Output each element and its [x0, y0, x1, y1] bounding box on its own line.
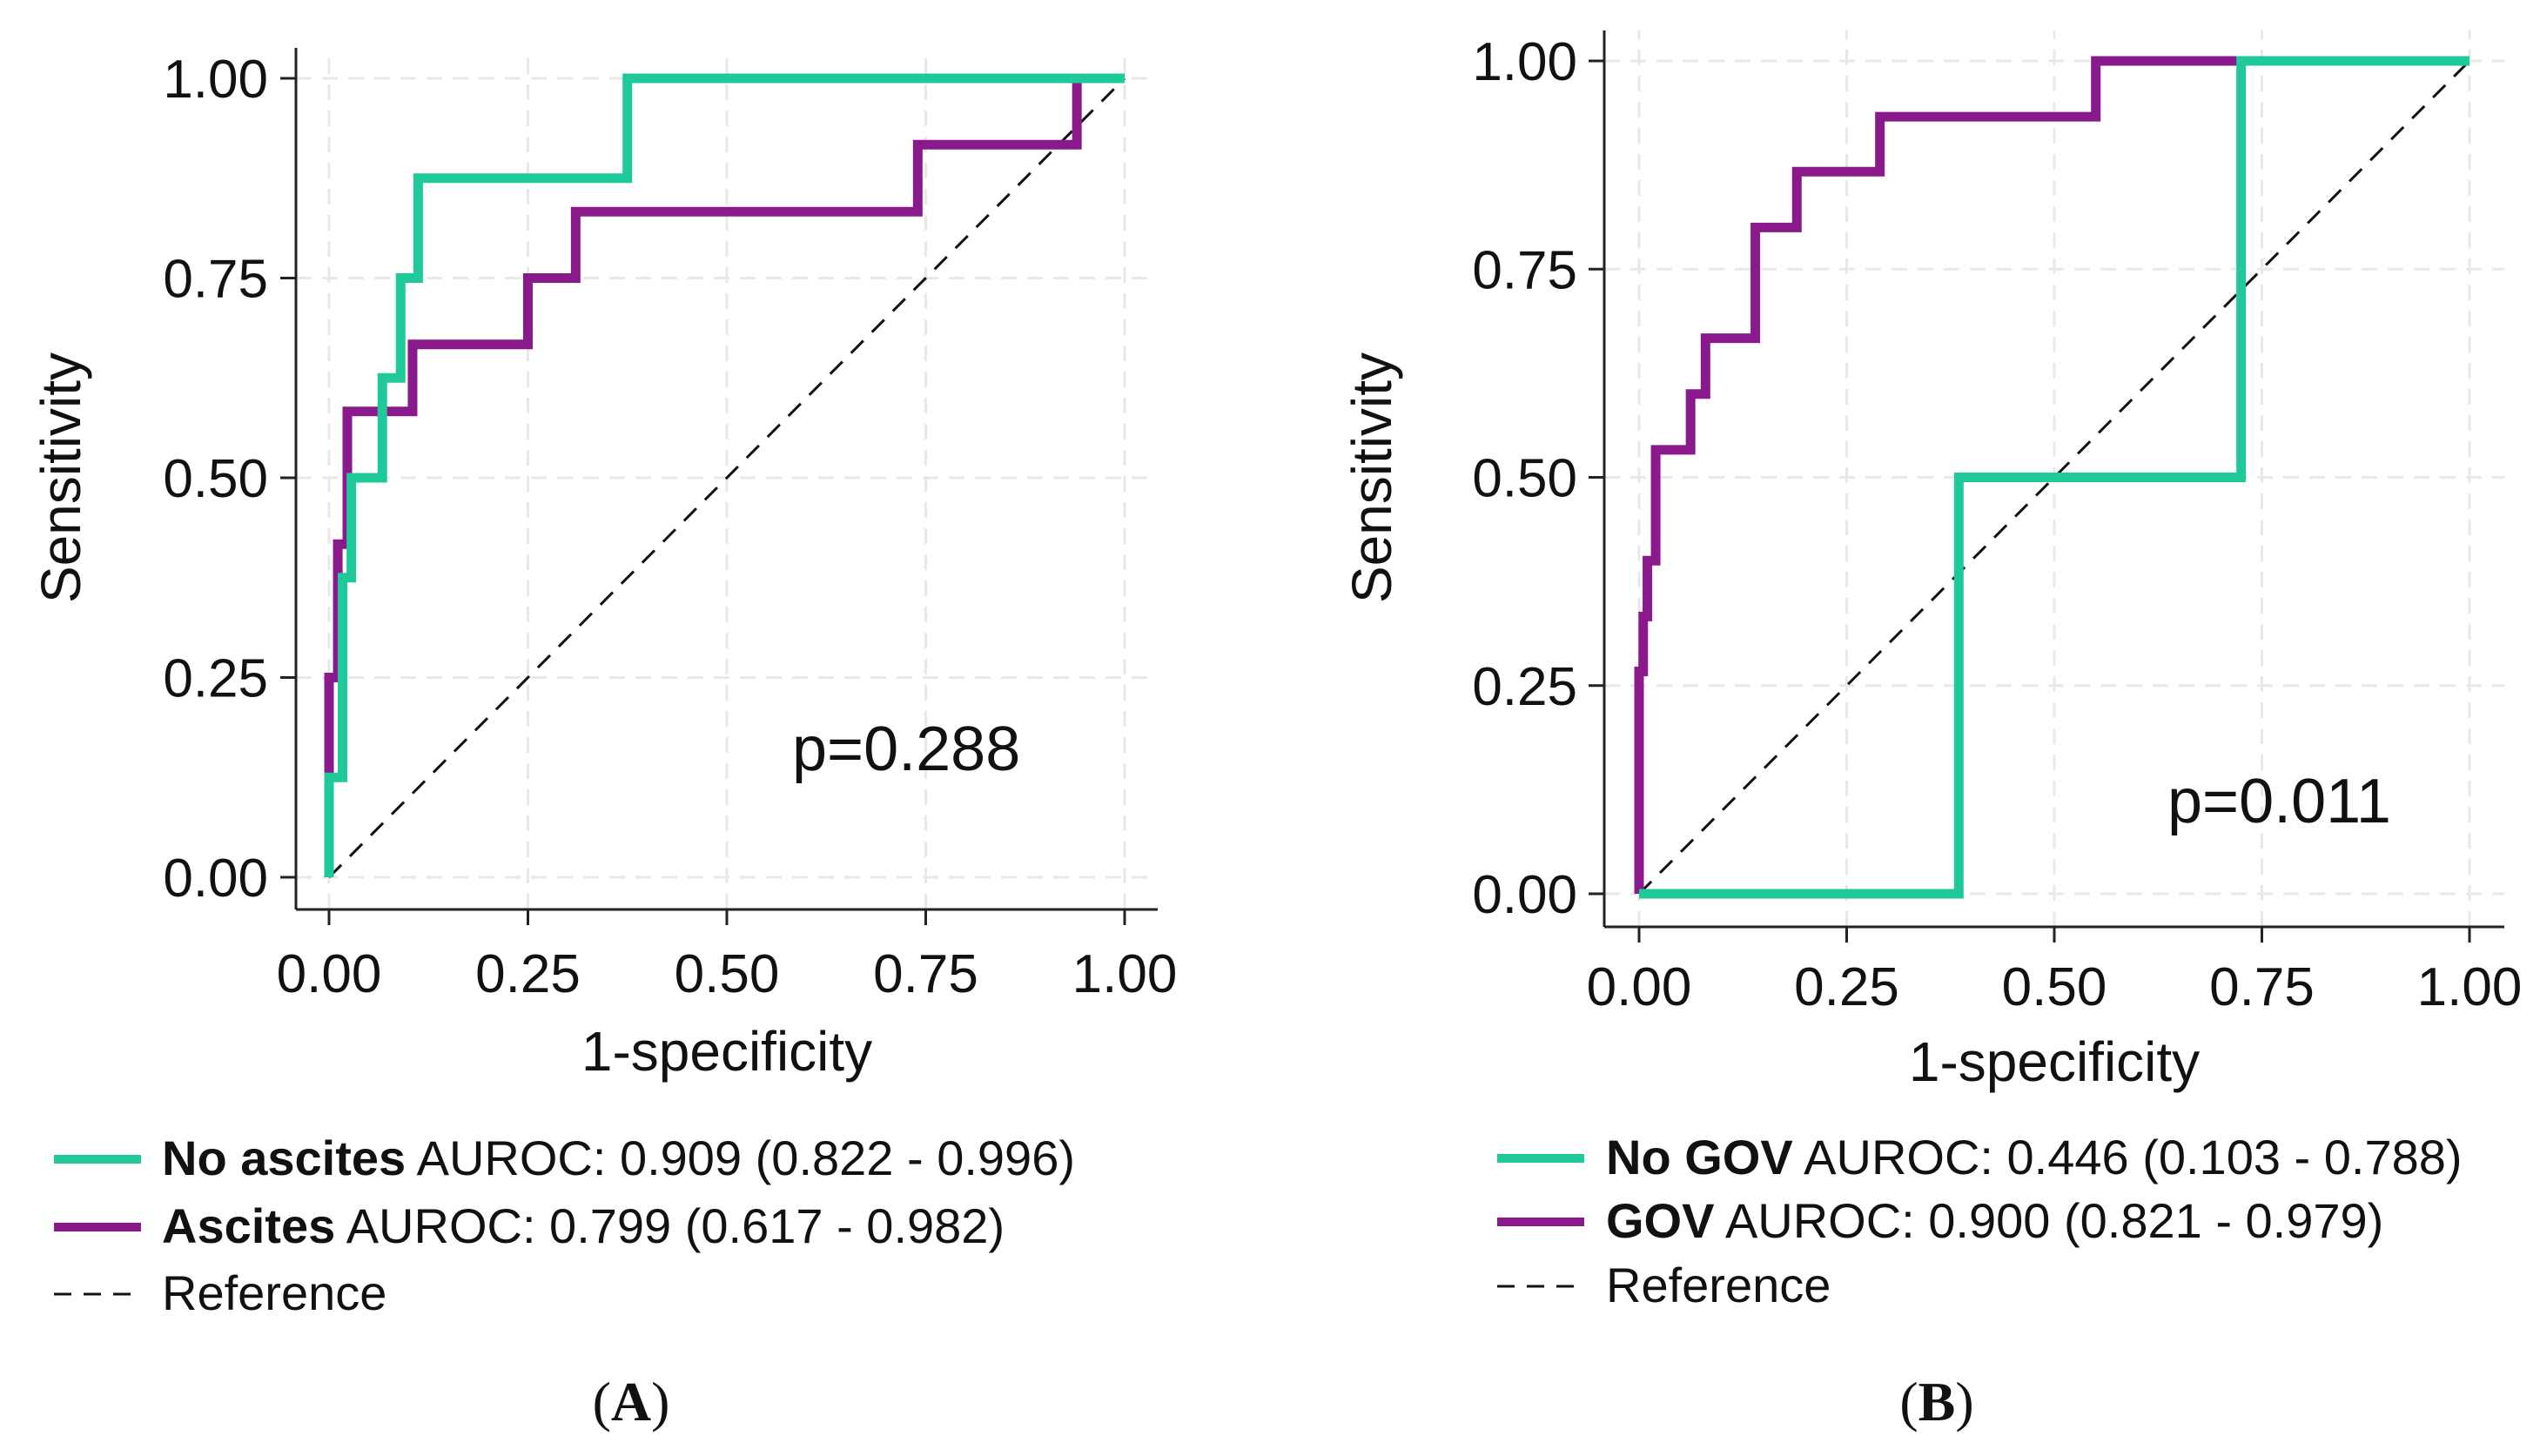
- panel-b-series-reference: [1637, 59, 2471, 896]
- panel-a-ytick-label-1: 0.25: [163, 649, 268, 709]
- panel-a-series-reference: [327, 77, 1126, 879]
- panel-b-ytick-label-2: 0.50: [1472, 449, 1577, 509]
- panel-b-label-open: (: [1899, 1371, 1918, 1433]
- panel-b-ytick-label-0: 0.00: [1472, 865, 1577, 925]
- panel-b-legend-auroc-0: AUROC: 0.446 (0.103 - 0.788): [1793, 1130, 2463, 1184]
- panel-a-xtick-label-4: 1.00: [1072, 944, 1178, 1004]
- panel-b-ytick-label-1: 0.25: [1472, 657, 1577, 717]
- panel-a-legend-auroc-1: AUROC: 0.799 (0.617 - 0.982): [335, 1198, 1005, 1253]
- panel-b-legend: No GOV AUROC: 0.446 (0.103 - 0.788) GOV A…: [1497, 1130, 2463, 1312]
- panel-b-legend-key-1: GOV: [1606, 1193, 1714, 1248]
- panel-b-xtick-label-2: 0.50: [2002, 957, 2107, 1017]
- panel-a-ytick-label-3: 0.75: [163, 250, 268, 310]
- panel-b-series-gov: [1634, 56, 2469, 894]
- panel-b-xtick-label-3: 0.75: [2209, 957, 2315, 1017]
- panel-a-legend: No ascites AUROC: 0.909 (0.822 - 0.996)A…: [54, 1131, 1075, 1320]
- panel-a-ticks: 0.00 0.25 0.50 0.75 1.00 0.00 0.25 0.50 0.75 1.00: [163, 50, 1177, 1004]
- panel-a-legend-entry-0: No ascites AUROC: 0.909 (0.822 - 0.996): [162, 1131, 1075, 1185]
- panel-b-legend-entry-2: Reference: [1606, 1258, 1831, 1312]
- panel-b-x-axis-title: 1-specificity: [1909, 1030, 2200, 1093]
- panel-a-xtick-label-0: 0.00: [277, 944, 382, 1004]
- panel-b-ytick-label-3: 0.75: [1472, 240, 1577, 300]
- panel-a-lines: [324, 73, 1126, 879]
- panel-b: 0.00 0.25 0.50 0.75 1.00 0.00 0.25 0.50 0.75 1.00…: [1341, 30, 2522, 1433]
- panel-a-x-axis-title: 1-specificity: [581, 1020, 872, 1083]
- panel-a-ytick-label-0: 0.00: [163, 849, 268, 909]
- panel-a-legend-key-1: Ascites: [162, 1198, 335, 1253]
- panel-a-legend-auroc-0: AUROC: 0.909 (0.822 - 0.996): [406, 1131, 1075, 1185]
- panel-b-series-no-gov: [1639, 56, 2469, 899]
- panel-b-label: (B): [1899, 1371, 1973, 1433]
- panel-a-p-value: p=0.288: [792, 715, 1020, 784]
- panel-b-xtick-label-4: 1.00: [2417, 957, 2523, 1017]
- panel-b-ytick-label-4: 1.00: [1472, 32, 1577, 92]
- panel-a-xtick-label-2: 0.50: [675, 944, 780, 1004]
- panel-b-label-close: ): [1955, 1371, 1973, 1433]
- panel-a-label-close: ): [651, 1371, 669, 1433]
- panel-a-xtick-label-3: 0.75: [873, 944, 978, 1004]
- panel-b-label-letter: B: [1918, 1371, 1956, 1433]
- panel-b-ticks: 0.00 0.25 0.50 0.75 1.00 0.00 0.25 0.50 0.75 1.00: [1472, 32, 2522, 1017]
- panel-b-legend-key-0: No GOV: [1606, 1130, 1793, 1184]
- panel-a-label-open: (: [593, 1371, 611, 1433]
- panel-a-ytick-label-2: 0.50: [163, 449, 268, 509]
- panel-a-legend-entry-2: Reference: [162, 1265, 386, 1320]
- panel-a-legend-entry-1: Ascites AUROC: 0.799 (0.617 - 0.982): [162, 1198, 1005, 1253]
- panel-a-series-no-ascites: [324, 73, 1125, 877]
- panel-b-legend-auroc-1: AUROC: 0.900 (0.821 - 0.979): [1714, 1193, 2383, 1248]
- panel-a: 0.00 0.25 0.50 0.75 1.00 0.00 0.25 0.50 0.75 1.00…: [30, 48, 1177, 1433]
- panel-b-legend-entry-0: No GOV AUROC: 0.446 (0.103 - 0.788): [1606, 1130, 2463, 1184]
- panel-b-legend-entry-1: GOV AUROC: 0.900 (0.821 - 0.979): [1606, 1193, 2383, 1248]
- panel-b-lines: [1634, 56, 2471, 899]
- panel-a-y-axis-title: Sensitivity: [30, 352, 92, 603]
- panel-a-label: (A): [593, 1371, 670, 1433]
- panel-a-ytick-label-4: 1.00: [163, 50, 268, 110]
- panel-b-xtick-label-1: 0.25: [1794, 957, 1899, 1017]
- panel-b-y-axis-title: Sensitivity: [1341, 352, 1403, 603]
- panel-a-legend-key-0: No ascites: [162, 1131, 406, 1185]
- panel-a-xtick-label-1: 0.25: [475, 944, 581, 1004]
- panel-b-p-value: p=0.011: [2167, 767, 2391, 836]
- panel-b-xtick-label-0: 0.00: [1587, 957, 1692, 1017]
- panel-a-label-letter: A: [611, 1371, 651, 1433]
